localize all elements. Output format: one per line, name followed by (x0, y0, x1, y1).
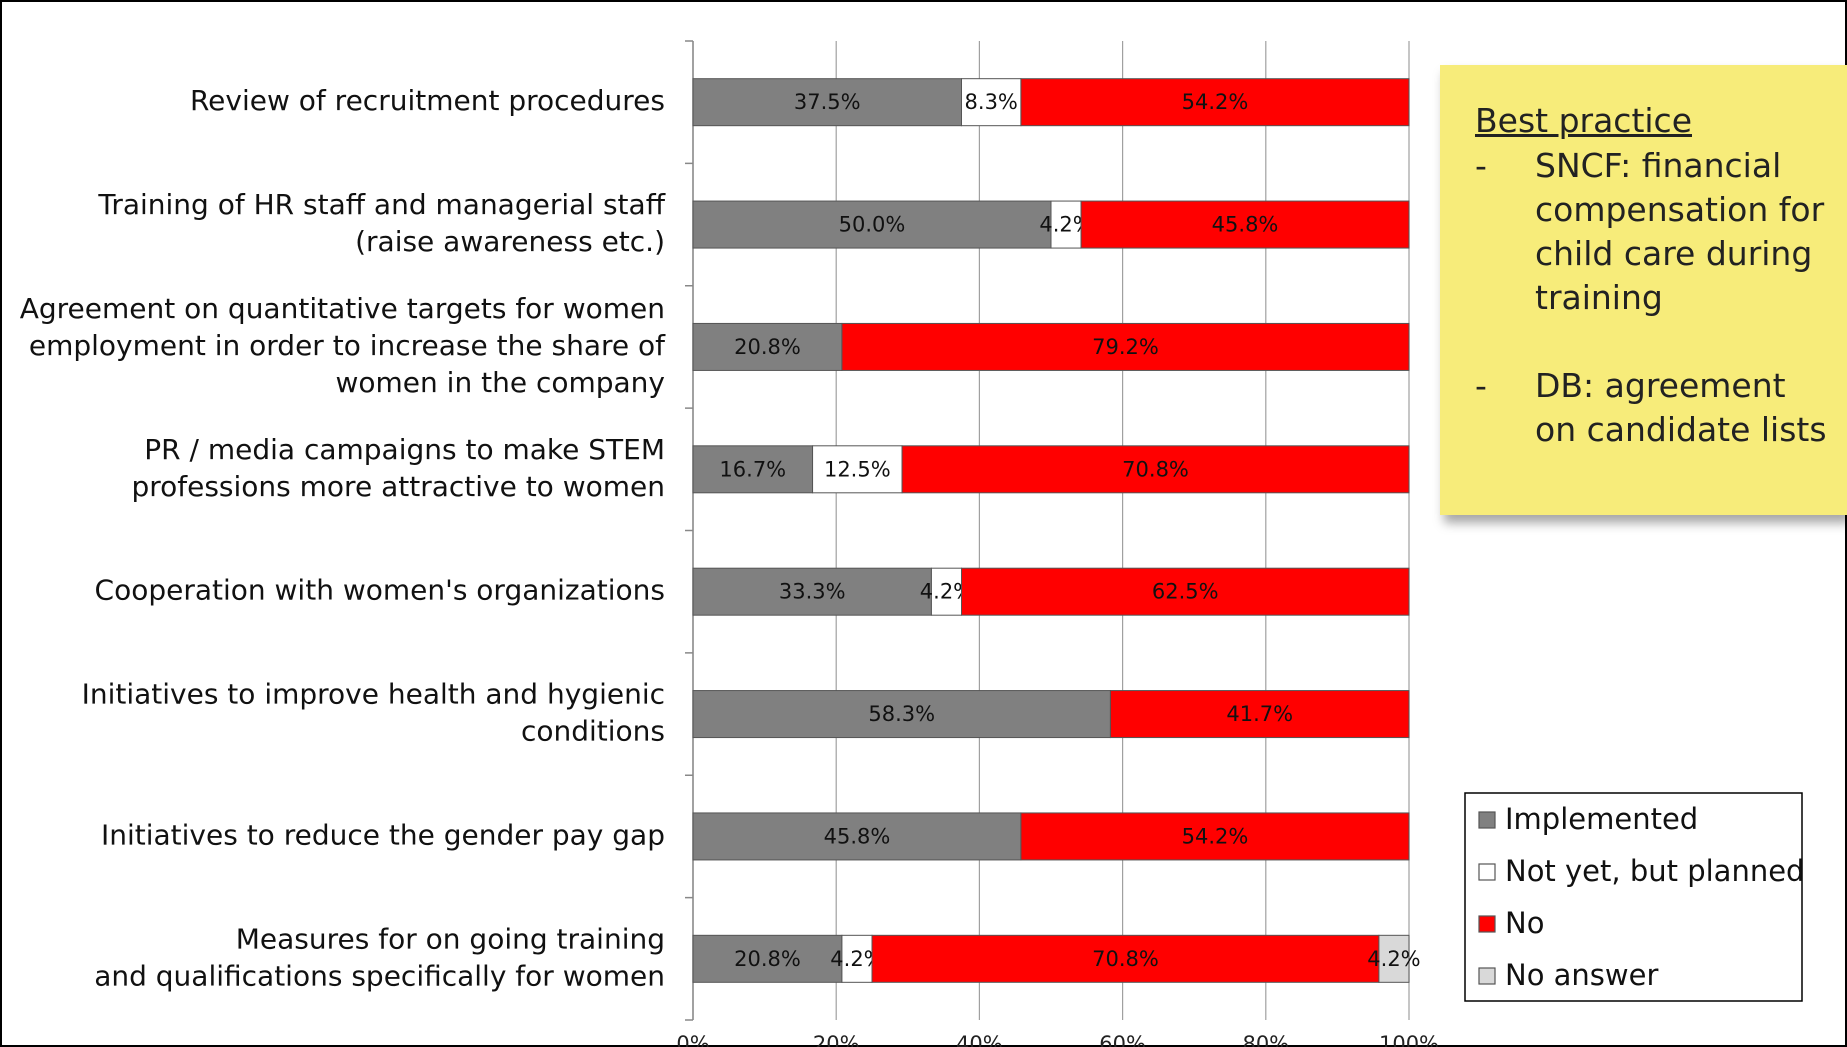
x-tick-label: 100% (1379, 1032, 1439, 1047)
note-title: Best practice (1475, 101, 1692, 140)
bar-segment (812, 445, 903, 494)
category-label: Measures for on going training and qualif… (94, 922, 665, 992)
bar-segment (841, 322, 1410, 371)
value-label: 37.5% (794, 90, 861, 114)
x-tick-label: 20% (813, 1032, 860, 1047)
bar-segment (692, 934, 843, 983)
value-label: 70.8% (1122, 457, 1189, 481)
category-label-line: Agreement on quantitative targets for wo… (20, 292, 665, 325)
bar-segment (1109, 690, 1410, 739)
value-label: 33.3% (779, 580, 846, 604)
value-label: 45.8% (1212, 213, 1279, 237)
value-label: 45.8% (824, 824, 891, 848)
bar-segment (1080, 200, 1410, 249)
category-label: Cooperation with women's organizations (95, 574, 665, 607)
value-label: 20.8% (734, 947, 801, 971)
value-label: 79.2% (1092, 335, 1159, 359)
bar-segment (871, 934, 1380, 983)
value-label: 62.5% (1152, 580, 1219, 604)
category-label-line: women in the company (335, 366, 665, 399)
bar-segment (1378, 934, 1410, 983)
value-label: 20.8% (734, 335, 801, 359)
legend-swatch (1478, 915, 1496, 933)
legend-label: Not yet, but planned (1505, 854, 1804, 888)
x-tick-label: 80% (1242, 1032, 1289, 1047)
bar-segment (1050, 200, 1082, 249)
bar-segment (901, 445, 1410, 494)
value-label: 50.0% (839, 213, 906, 237)
legend-swatch (1478, 967, 1496, 985)
category-label: Initiatives to reduce the gender pay gap (101, 818, 665, 851)
category-label-line: Training of HR staff and managerial staf… (97, 188, 665, 221)
bar-segment (692, 200, 1052, 249)
bar-segment (841, 934, 873, 983)
category-label-line: Cooperation with women's organizations (95, 574, 665, 607)
x-tick-label: 0% (676, 1032, 709, 1047)
category-label-line: (raise awareness etc.) (355, 225, 665, 258)
sticky-note: Best practice SNCF: financial compensati… (1440, 65, 1847, 515)
category-label: Agreement on quantitative targets for wo… (20, 292, 666, 399)
value-label: 54.2% (1182, 90, 1249, 114)
bar-segment (961, 567, 1410, 616)
note-list: SNCF: financial compensation for child c… (1475, 144, 1837, 452)
legend-label: Implemented (1505, 802, 1698, 836)
bar-segment (961, 78, 1022, 127)
category-label-line: professions more attractive to women (131, 470, 665, 503)
category-label-line: Measures for on going training (236, 922, 665, 955)
legend-label: No (1505, 906, 1544, 940)
legend-swatch (1478, 863, 1496, 881)
note-item: SNCF: financial compensation for child c… (1475, 144, 1837, 320)
value-label: 8.3% (965, 90, 1018, 114)
category-label-line: PR / media campaigns to make STEM (144, 433, 665, 466)
bar-segment (692, 812, 1022, 861)
bar-segment (692, 690, 1111, 739)
value-label: 41.7% (1226, 702, 1293, 726)
legend-label: No answer (1505, 958, 1658, 992)
bar-segment (692, 322, 843, 371)
category-label: Training of HR staff and managerial staf… (97, 188, 665, 258)
category-label: PR / media campaigns to make STEM profess… (131, 433, 665, 503)
category-label-line: Initiatives to improve health and hygien… (82, 678, 665, 711)
bar-segment (1020, 812, 1410, 861)
value-label: 12.5% (824, 457, 891, 481)
bar-segment (692, 567, 932, 616)
value-label: 70.8% (1092, 947, 1159, 971)
legend-swatch (1478, 811, 1496, 829)
category-label: Initiatives to improve health and hygien… (82, 678, 665, 748)
x-tick-label: 60% (1099, 1032, 1146, 1047)
category-label: Review of recruitment procedures (190, 84, 665, 117)
category-label-line: conditions (521, 715, 665, 748)
value-label: 4.2% (1367, 947, 1420, 971)
category-label-line: Review of recruitment procedures (190, 84, 665, 117)
bar-segment (930, 567, 962, 616)
category-label-line: and qualifications specifically for wome… (94, 959, 665, 992)
category-label-line: Initiatives to reduce the gender pay gap (101, 818, 665, 851)
bar-segment (692, 78, 962, 127)
legend-box (1464, 792, 1803, 1002)
note-item: DB: agreement on candidate lists (1475, 364, 1837, 452)
value-label: 54.2% (1182, 824, 1249, 848)
bar-segment (1020, 78, 1410, 127)
value-label: 16.7% (719, 457, 786, 481)
value-label: 58.3% (868, 702, 935, 726)
x-tick-label: 40% (956, 1032, 1003, 1047)
bar-segment (692, 445, 814, 494)
category-label-line: employment in order to increase the shar… (29, 329, 666, 362)
